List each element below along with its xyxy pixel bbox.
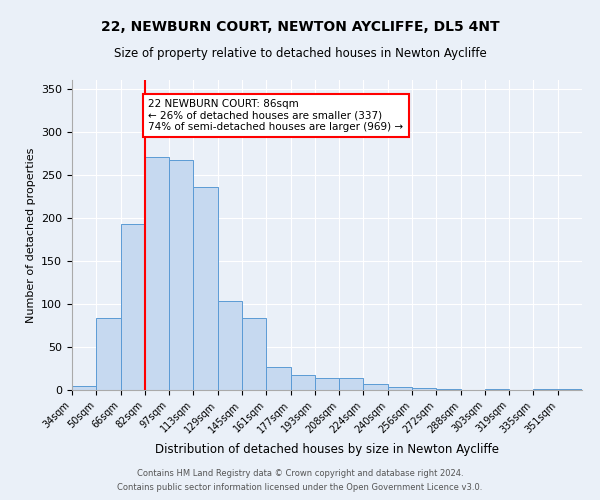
Bar — [72, 386, 96, 390]
Bar — [436, 389, 461, 390]
Bar — [193, 187, 218, 390]
Bar — [96, 318, 121, 390]
Bar — [266, 367, 290, 390]
Bar — [315, 378, 339, 390]
Bar — [485, 389, 509, 390]
Bar — [145, 156, 169, 390]
Bar — [558, 389, 582, 390]
Text: Size of property relative to detached houses in Newton Aycliffe: Size of property relative to detached ho… — [113, 48, 487, 60]
Text: Contains public sector information licensed under the Open Government Licence v3: Contains public sector information licen… — [118, 484, 482, 492]
Bar — [412, 388, 436, 390]
Bar — [533, 389, 558, 390]
Text: 22 NEWBURN COURT: 86sqm
← 26% of detached houses are smaller (337)
74% of semi-d: 22 NEWBURN COURT: 86sqm ← 26% of detache… — [149, 99, 404, 132]
Bar — [339, 378, 364, 390]
Bar — [364, 384, 388, 390]
Y-axis label: Number of detached properties: Number of detached properties — [26, 148, 35, 322]
Bar — [121, 224, 145, 390]
Bar — [169, 160, 193, 390]
Bar — [388, 386, 412, 390]
X-axis label: Distribution of detached houses by size in Newton Aycliffe: Distribution of detached houses by size … — [155, 443, 499, 456]
Text: 22, NEWBURN COURT, NEWTON AYCLIFFE, DL5 4NT: 22, NEWBURN COURT, NEWTON AYCLIFFE, DL5 … — [101, 20, 499, 34]
Text: Contains HM Land Registry data © Crown copyright and database right 2024.: Contains HM Land Registry data © Crown c… — [137, 468, 463, 477]
Bar — [218, 302, 242, 390]
Bar — [242, 318, 266, 390]
Bar — [290, 374, 315, 390]
